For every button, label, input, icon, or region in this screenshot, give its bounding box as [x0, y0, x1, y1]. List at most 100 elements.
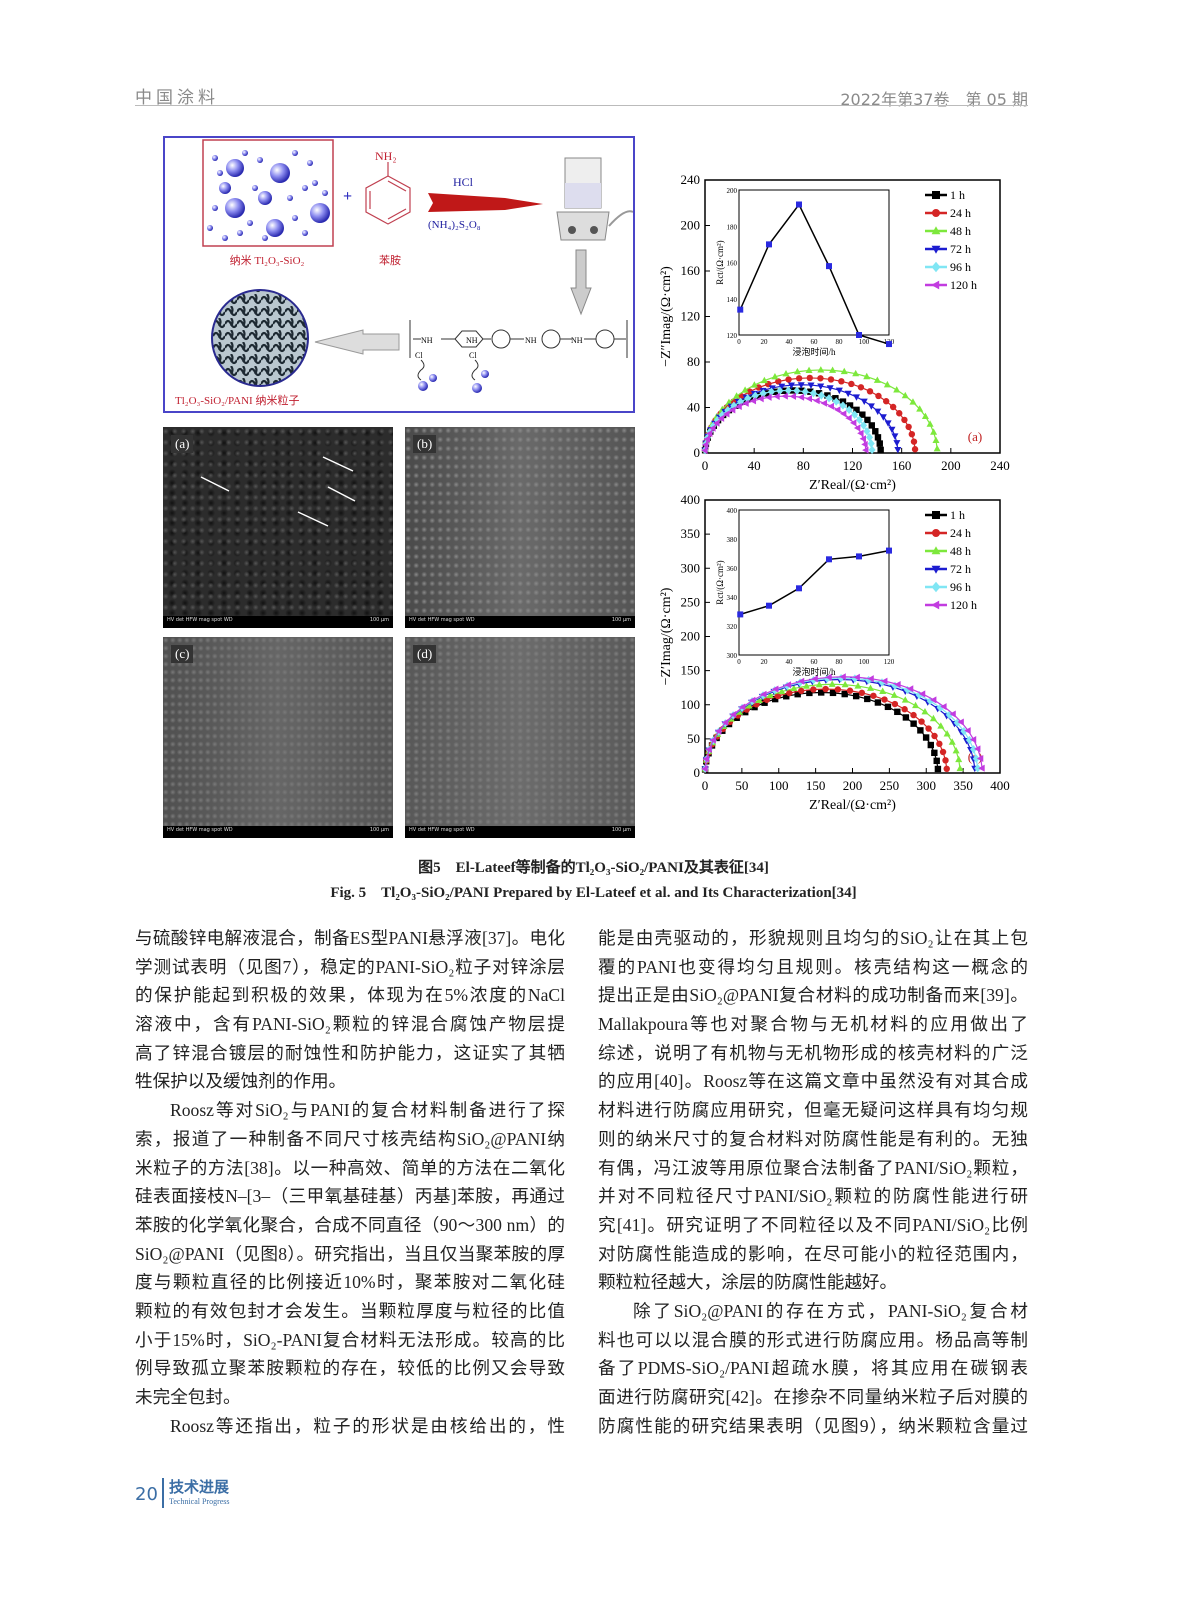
- data-point: [964, 727, 971, 735]
- inset-x-tick-label: 0: [737, 338, 741, 346]
- nyquist-chart-2: 0 50 100 150 200 250 300 350 4000501001502002503…: [659, 492, 1010, 813]
- text-line: 备了PDMS-SiO₂/PANI超疏水膜，将其应用在碳钢表: [598, 1358, 1028, 1379]
- data-point: [798, 687, 805, 695]
- inset-data-point: [856, 553, 862, 560]
- data-point: [835, 387, 843, 395]
- text-line: 溶液中，含有PANI-SiO₂颗粒的锌混合腐蚀产物层提: [135, 1014, 565, 1035]
- text-line: 索，报道了一种制备不同尺寸核壳结构SiO₂@PANI纳: [135, 1128, 565, 1149]
- product-label: Tl₂O₃-SiO₂/PANI 纳米粒子: [175, 393, 299, 407]
- series-line-96h: [704, 389, 873, 451]
- chain-nh-1: NH: [421, 336, 433, 345]
- down-arrow-icon: [570, 249, 592, 316]
- x-tick-label: 120: [843, 458, 863, 473]
- text-line: 学测试表明（见图7），稳定的PANI-SiO₂粒子对锌涂层: [135, 956, 565, 977]
- sem-label: (b): [413, 435, 437, 453]
- data-point: [846, 687, 854, 694]
- data-point: [817, 383, 825, 390]
- data-point: [883, 380, 891, 388]
- data-point: [857, 384, 865, 391]
- text-line: 覆的PANI也变得均匀且规则。核壳结构这一概念的: [598, 956, 1028, 977]
- data-point: [826, 385, 834, 392]
- data-point: [794, 690, 801, 698]
- inset-y-tick-label: 380: [727, 536, 738, 544]
- inset-y-tick-label: 300: [727, 652, 738, 660]
- composite-nanoparticle-icon: [211, 289, 309, 387]
- data-point: [811, 675, 818, 683]
- data-point: [771, 372, 779, 380]
- sem-info-bar: HV det HFW mag spot WD 100 μm: [405, 826, 635, 838]
- inset-y-axis-label: Rct/(Ω·cm²): [715, 560, 725, 604]
- text-line: Roosz等对SiO₂与PANI的复合材料制备进行了探: [170, 1100, 565, 1121]
- data-point: [841, 690, 848, 698]
- data-point: [750, 381, 758, 388]
- text-line: 提出正是由SiO₂@PANI复合材料的成功制备而来[39]。: [598, 985, 1028, 1006]
- data-point: [874, 699, 882, 706]
- data-point: [721, 719, 729, 727]
- data-point: [891, 433, 899, 440]
- inset-y-tick-label: 120: [727, 332, 738, 340]
- data-point: [802, 682, 811, 689]
- text-line: 米粒子的方法[38]。以一种高效、简单的方法在二氧化: [135, 1157, 565, 1178]
- data-point: [760, 376, 768, 384]
- sem-image-b: (b) HV det HFW mag spot WD 100 μm: [405, 427, 635, 628]
- data-point: [772, 685, 779, 693]
- series-line-48h: [704, 369, 938, 450]
- data-point: [759, 389, 767, 398]
- data-point: [931, 749, 938, 757]
- data-point: [940, 703, 947, 711]
- data-point: [933, 757, 940, 765]
- sem-info: HV det HFW mag spot WD: [409, 617, 475, 623]
- data-point: [933, 445, 941, 452]
- text-line: 未完全包封。: [135, 1387, 241, 1407]
- data-point: [879, 414, 887, 421]
- y-axis-label: −Z″Imag/(Ω·cm²): [659, 266, 674, 367]
- text-line: 牲保护以及缓蚀剂的作用。: [135, 1071, 347, 1092]
- data-point: [862, 446, 869, 454]
- inset-x-tick-label: 60: [811, 658, 819, 666]
- legend-marker: [931, 226, 941, 235]
- data-point: [859, 435, 867, 443]
- data-point: [774, 692, 782, 700]
- data-point: [875, 392, 882, 400]
- data-point: [851, 674, 859, 683]
- data-point: [953, 718, 961, 727]
- legend-label: 48 h: [950, 224, 971, 238]
- data-point: [766, 691, 774, 699]
- data-point: [911, 446, 919, 453]
- data-point: [930, 428, 938, 435]
- data-point: [785, 376, 792, 383]
- data-point: [789, 392, 797, 400]
- data-point: [817, 375, 824, 382]
- data-point: [706, 430, 713, 438]
- text-line: 能是由壳驱动的，形貌规则且均匀的SiO₂让在其上包: [598, 928, 1028, 948]
- x-tick-label: 0: [702, 778, 709, 793]
- text-line: Mallakpoura等也对聚合物与无机材料的应用做出了: [598, 1014, 1028, 1035]
- inset-x-tick-label: 20: [761, 338, 769, 346]
- y-tick-label: 80: [687, 354, 700, 369]
- data-point: [929, 696, 937, 704]
- data-point: [901, 696, 909, 703]
- data-point: [717, 414, 725, 422]
- data-point: [957, 718, 964, 726]
- inset-x-tick-label: 40: [786, 658, 794, 666]
- scale-bar: 100 μm: [611, 827, 631, 833]
- data-point: [918, 718, 925, 725]
- data-point: [801, 387, 809, 396]
- legend-label: 1 h: [950, 508, 965, 522]
- benzene-ring-icon: [365, 162, 411, 225]
- text-line: 小于15%时，SiO₂-PANI复合材料无法形成。较高的比: [135, 1329, 565, 1350]
- legend-marker: [932, 529, 940, 537]
- legend-label: 24 h: [950, 526, 971, 540]
- data-point: [805, 395, 813, 403]
- y-axis-label: −Z′Imag/(Ω·cm²): [659, 587, 674, 685]
- plus-sign: +: [343, 188, 352, 205]
- data-point: [910, 438, 918, 445]
- text-line: 料也可以以混合膜的形式进行防腐应用。杨品高等制: [598, 1329, 1028, 1350]
- x-tick-label: 50: [735, 778, 748, 793]
- inset-frame: [738, 189, 890, 336]
- data-point: [773, 392, 780, 400]
- chain-nh-4: NH: [571, 336, 583, 345]
- text-line: 防腐性能的研究结果表明（见图9），纳米颗粒含量过: [598, 1415, 1028, 1436]
- data-point: [813, 397, 820, 405]
- data-point: [776, 386, 784, 395]
